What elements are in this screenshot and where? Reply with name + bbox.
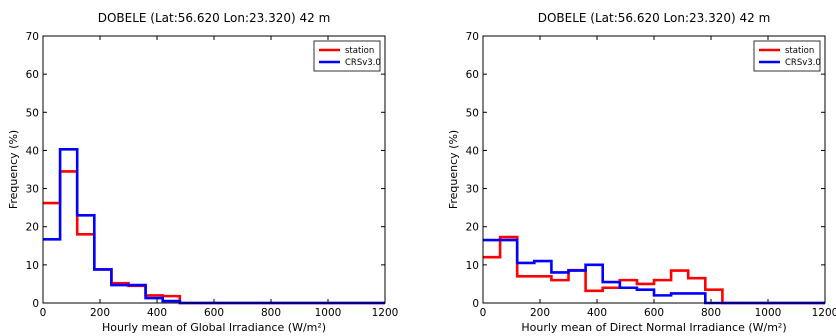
x-tick-label: 1000 (755, 307, 782, 319)
y-tick-label: 0 (32, 298, 39, 310)
y-axis-label: Frequency (%) (7, 130, 20, 209)
x-axis-label: Hourly mean of Direct Normal Irradiance … (521, 321, 786, 334)
x-tick-label: 1000 (315, 307, 342, 319)
y-tick-label: 70 (466, 31, 479, 43)
y-tick-label: 10 (26, 260, 39, 272)
legend-box (753, 40, 821, 72)
x-tick-label: 600 (204, 307, 224, 319)
x-tick-label: 800 (261, 307, 281, 319)
x-tick-label: 0 (40, 307, 47, 319)
x-tick-label: 200 (530, 307, 550, 319)
y-axis-label: Frequency (%) (447, 130, 460, 209)
y-tick-label: 20 (466, 222, 479, 234)
y-tick-label: 60 (26, 69, 39, 81)
x-tick-label: 400 (147, 307, 167, 319)
x-tick-label: 400 (587, 307, 607, 319)
direct-normal-irradiance-chart: DOBELE (Lat:56.620 Lon:23.320) 42 m0 200 4… (447, 11, 836, 334)
chart-title: DOBELE (Lat:56.620 Lon:23.320) 42 m (538, 11, 771, 25)
x-tick-label: 800 (701, 307, 721, 319)
y-tick-label: 40 (26, 145, 39, 157)
legend: station CRSv3.0 (313, 40, 381, 72)
x-tick-label: 1200 (812, 307, 836, 319)
global-irradiance-chart: DOBELE (Lat:56.620 Lon:23.320) 42 m0 200 4… (7, 11, 398, 334)
legend-label: station (785, 46, 814, 56)
x-tick-label: 1200 (372, 307, 399, 319)
series-crsv3-0-line (43, 147, 385, 305)
legend: station CRSv3.0 (753, 40, 821, 72)
legend-label: CRSv3.0 (345, 58, 381, 68)
legend-label: CRSv3.0 (785, 58, 821, 68)
legend-label: station (345, 46, 374, 56)
legend-box (313, 40, 381, 72)
y-tick-label: 50 (26, 107, 39, 119)
y-tick-label: 50 (466, 107, 479, 119)
x-tick-label: 200 (90, 307, 110, 319)
y-tick-label: 30 (26, 184, 39, 196)
chart-title: DOBELE (Lat:56.620 Lon:23.320) 42 m (98, 11, 331, 25)
y-tick-label: 20 (26, 222, 39, 234)
x-tick-label: 600 (644, 307, 664, 319)
y-tick-label: 30 (466, 184, 479, 196)
y-tick-label: 40 (466, 145, 479, 157)
x-axis-label: Hourly mean of Global Irradiance (W/m²) (102, 321, 326, 334)
y-tick-label: 70 (26, 31, 39, 43)
series-crsv3-0-line (483, 238, 825, 305)
x-tick-label: 0 (480, 307, 487, 319)
y-tick-label: 60 (466, 69, 479, 81)
y-tick-label: 10 (466, 260, 479, 272)
y-tick-label: 0 (472, 298, 479, 310)
